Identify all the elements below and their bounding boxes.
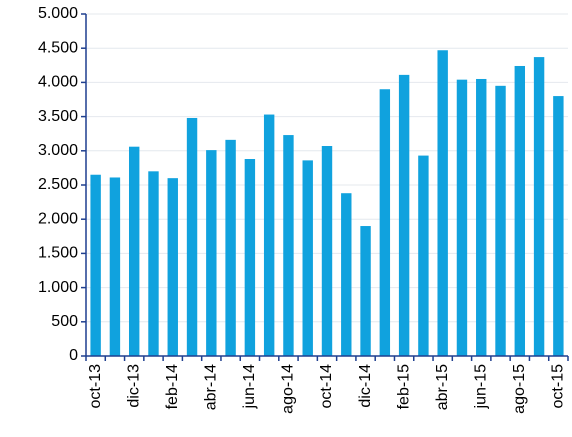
x-tick-label: oct-15: [550, 364, 567, 409]
bar: [225, 139, 236, 356]
bar: [398, 74, 410, 356]
bar: [533, 57, 545, 356]
x-tick-label: abr-15: [434, 364, 451, 410]
y-tick-label: 3.500: [38, 108, 78, 125]
x-tick-label: oct-13: [87, 364, 104, 409]
x-tick-label: ago-14: [280, 364, 297, 414]
x-tick-label: jun-15: [472, 364, 489, 410]
bar: [263, 114, 275, 356]
bar: [90, 174, 101, 356]
bar: [514, 65, 526, 356]
x-tick-label: jun-14: [241, 364, 258, 410]
y-tick-label: 2.500: [38, 176, 78, 193]
y-tick-label: 500: [51, 313, 78, 330]
bar: [109, 177, 121, 356]
x-tick-label: dic-14: [357, 364, 374, 408]
bar: [148, 171, 159, 356]
bar: [186, 117, 198, 356]
x-tick-label: abr-14: [203, 364, 220, 410]
bar: [244, 159, 256, 356]
y-tick-label: 4.500: [38, 39, 78, 56]
x-tick-label: oct-14: [318, 364, 335, 409]
y-tick-label: 0: [69, 347, 78, 364]
y-tick-label: 4.000: [38, 74, 78, 91]
bar: [495, 85, 506, 356]
y-tick-label: 5.000: [38, 5, 78, 22]
y-tick-label: 2.000: [38, 210, 78, 227]
bar: [283, 135, 294, 356]
bar: [379, 89, 391, 357]
x-tick-label: ago-15: [511, 364, 528, 414]
bar: [476, 78, 487, 356]
x-tick-label: feb-14: [164, 364, 181, 409]
bar: [360, 226, 371, 356]
bar: [128, 146, 140, 356]
bar: [321, 146, 333, 356]
y-tick-label: 3.000: [38, 142, 78, 159]
x-tick-label: dic-13: [125, 364, 142, 408]
bar: [302, 160, 313, 356]
x-tick-label: feb-15: [395, 364, 412, 409]
y-tick-label: 1.500: [38, 245, 78, 262]
bar: [167, 178, 178, 356]
bar: [437, 50, 448, 356]
bar: [206, 150, 217, 356]
y-tick-label: 1.000: [38, 279, 78, 296]
bar: [341, 193, 352, 356]
bar: [456, 79, 468, 356]
bar: [418, 155, 429, 356]
bar: [553, 96, 564, 356]
